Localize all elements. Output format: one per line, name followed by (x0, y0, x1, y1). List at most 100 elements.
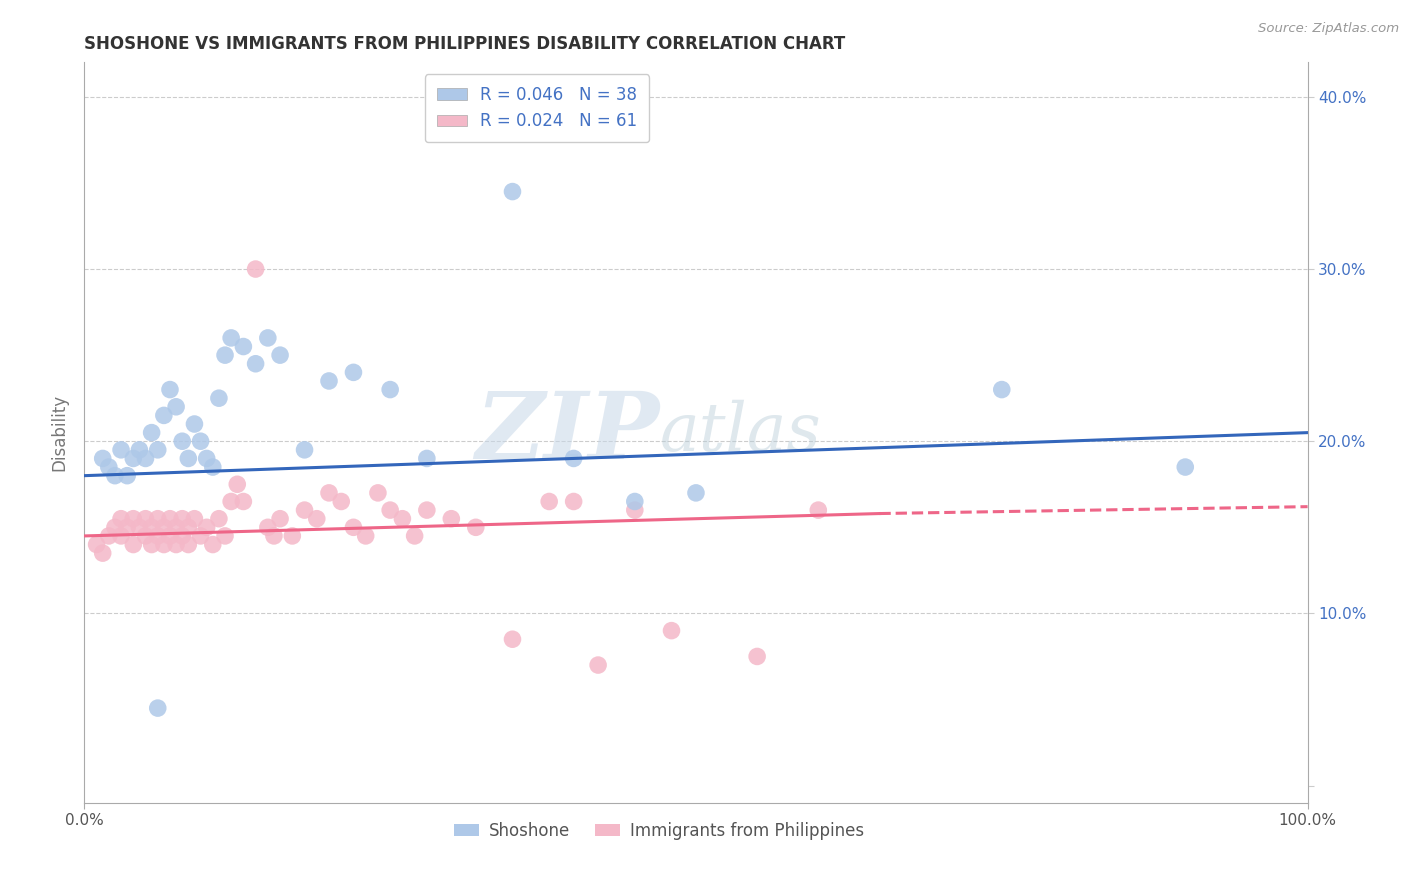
Point (380, 503, 402, 517)
Point (208, 391, 231, 405)
Point (97, 460, 120, 475)
Point (110, 512, 132, 526)
Point (146, 512, 169, 526)
Point (807, 503, 830, 517)
Point (214, 529, 236, 543)
Point (159, 512, 181, 526)
Point (685, 486, 707, 500)
Point (122, 537, 145, 551)
Point (97, 529, 120, 543)
Text: atlas: atlas (659, 400, 821, 466)
Point (146, 529, 169, 543)
Point (440, 512, 463, 526)
Text: ZIP: ZIP (475, 388, 659, 477)
Point (104, 468, 127, 483)
Point (135, 451, 157, 466)
Point (380, 383, 402, 397)
Point (201, 460, 224, 475)
Point (232, 494, 254, 508)
Point (367, 486, 389, 500)
Point (586, 658, 609, 673)
Point (257, 520, 280, 534)
Point (502, 632, 524, 647)
Point (624, 494, 647, 508)
Point (226, 477, 249, 491)
Point (991, 383, 1014, 397)
Point (128, 520, 150, 534)
Point (172, 512, 194, 526)
Point (342, 520, 364, 534)
Point (404, 529, 426, 543)
Point (91, 546, 114, 560)
Point (128, 442, 150, 457)
Point (86, 537, 108, 551)
Point (330, 494, 353, 508)
Point (391, 512, 413, 526)
Point (190, 529, 212, 543)
Point (146, 442, 169, 457)
Point (146, 701, 169, 715)
Point (122, 451, 145, 466)
Point (318, 486, 340, 500)
Point (269, 348, 291, 362)
Point (183, 512, 205, 526)
Point (135, 529, 157, 543)
Y-axis label: Disability: Disability (51, 394, 69, 471)
Point (294, 503, 316, 517)
Point (177, 451, 200, 466)
Point (115, 468, 138, 483)
Point (153, 409, 176, 423)
Point (201, 537, 224, 551)
Point (159, 383, 181, 397)
Point (464, 520, 486, 534)
Point (153, 537, 176, 551)
Point (624, 503, 647, 517)
Point (562, 494, 585, 508)
Point (172, 529, 194, 543)
Point (159, 529, 181, 543)
Point (232, 339, 254, 353)
Point (281, 529, 304, 543)
Point (502, 185, 524, 199)
Legend: Shoshone, Immigrants from Philippines: Shoshone, Immigrants from Philippines (447, 815, 872, 847)
Point (1174, 460, 1197, 475)
Point (115, 520, 138, 534)
Point (141, 520, 163, 534)
Point (416, 451, 439, 466)
Point (661, 624, 683, 638)
Point (245, 262, 267, 277)
Point (183, 417, 205, 431)
Point (135, 512, 157, 526)
Point (416, 503, 439, 517)
Point (305, 512, 328, 526)
Point (190, 434, 212, 449)
Point (177, 537, 200, 551)
Point (214, 348, 236, 362)
Point (165, 400, 187, 414)
Text: SHOSHONE VS IMMIGRANTS FROM PHILIPPINES DISABILITY CORRELATION CHART: SHOSHONE VS IMMIGRANTS FROM PHILIPPINES … (84, 35, 845, 53)
Point (245, 357, 267, 371)
Point (110, 529, 132, 543)
Point (177, 520, 200, 534)
Point (110, 442, 132, 457)
Text: Source: ZipAtlas.com: Source: ZipAtlas.com (1258, 22, 1399, 36)
Point (294, 442, 316, 457)
Point (141, 425, 163, 440)
Point (538, 494, 561, 508)
Point (195, 520, 218, 534)
Point (342, 365, 364, 379)
Point (257, 331, 280, 345)
Point (165, 537, 187, 551)
Point (747, 649, 769, 664)
Point (141, 537, 163, 551)
Point (104, 520, 127, 534)
Point (354, 529, 377, 543)
Point (219, 331, 242, 345)
Point (165, 520, 187, 534)
Point (91, 451, 114, 466)
Point (562, 451, 585, 466)
Point (172, 434, 194, 449)
Point (208, 512, 231, 526)
Point (269, 512, 291, 526)
Point (318, 374, 340, 388)
